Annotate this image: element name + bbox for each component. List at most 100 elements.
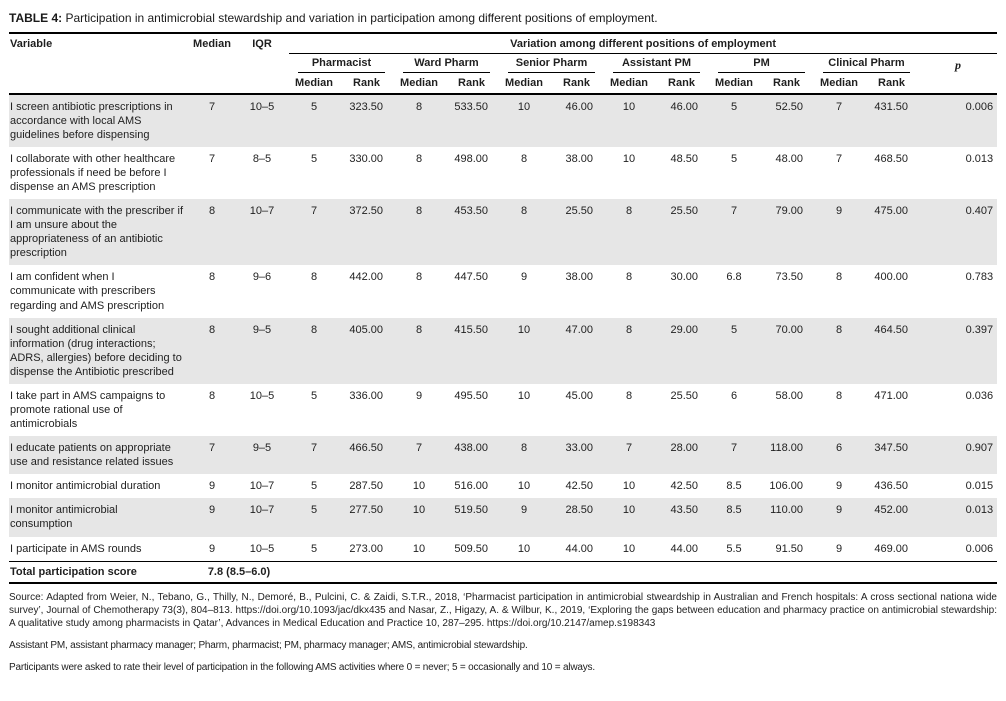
cell-median: 8 [835,271,843,284]
row-iqr: 10–7 [249,504,275,517]
cell-rank: 38.00 [565,152,593,165]
row-variable: I am confident when I communicate with p… [10,271,165,312]
cell-rank: 330.00 [349,152,383,165]
row-median: 7 [208,442,216,455]
cell-rank: 469.00 [874,542,908,555]
table-row: I am confident when I communicate with p… [9,265,997,317]
row-iqr: 9–6 [252,271,272,284]
row-iqr: 8–5 [252,152,272,165]
cell-rank: 48.00 [775,152,803,165]
cell-median: 6.8 [726,271,742,284]
cell-rank: 519.50 [454,504,488,517]
cell-median: 8 [520,152,528,165]
rating-scale-note: Participants were asked to rate their le… [9,662,595,674]
cell-rank: 33.00 [565,442,593,455]
cell-median: 7 [835,152,843,165]
cell-median: 8 [520,442,528,455]
cell-rank: 118.00 [770,442,803,455]
row-iqr: 9–5 [252,323,272,336]
sub-header-rank: Rank [444,72,499,95]
cell-median: 8 [520,205,528,218]
cell-median: 10 [622,504,636,517]
row-variable: I sought additional clinical information… [10,323,182,378]
cell-median: 5 [310,542,318,555]
row-median: 8 [208,323,216,336]
cell-rank: 44.00 [565,542,593,555]
group-header-ward-pharm: Ward Pharm [394,53,499,73]
cell-rank: 38.00 [565,271,593,284]
group-header-label: PM [718,57,805,73]
cell-rank: 431.50 [874,100,908,113]
cell-median: 10 [622,152,636,165]
table-footer: Total participation score 7.8 (8.5–6.0) [9,560,998,584]
row-variable: I communicate with the prescriber if I a… [10,205,184,260]
sub-header-median: Median [709,72,759,95]
sub-header-rank: Rank [759,72,814,95]
cell-rank: 468.50 [874,152,908,165]
row-iqr: 10–5 [249,542,275,555]
cell-median: 9 [835,542,843,555]
cell-median: 7 [415,442,423,455]
sub-header-rank: Rank [549,72,604,95]
cell-median: 8 [415,323,423,336]
table-header: Variable Median IQR Variation among diff… [9,33,998,95]
cell-median: 10 [412,480,426,493]
col-header-variation-span: Variation among different positions of e… [289,33,998,54]
cell-rank: 42.50 [670,480,698,493]
table-row: I educate patients on appropriate use an… [9,436,998,475]
row-median: 8 [208,389,216,402]
cell-rank: 533.50 [454,100,488,113]
cell-median: 8 [625,323,633,336]
row-median: 9 [208,542,216,555]
row-p: 0.907 [965,442,994,455]
row-variable: I participate in AMS rounds [10,542,142,555]
cell-rank: 400.00 [874,271,908,284]
cell-median: 6 [730,389,738,402]
group-header-label: Pharmacist [298,57,385,73]
cell-rank: 47.00 [565,323,593,336]
row-iqr: 9–5 [252,442,272,455]
row-p: 0.013 [965,504,994,517]
total-value: 7.8 (8.5–6.0) [189,560,289,584]
cell-median: 5 [310,152,318,165]
table-row: I monitor antimicrobial duration 9 10–7 5 28… [9,474,997,498]
cell-rank: 336.00 [349,389,383,402]
row-iqr: 10–5 [249,100,275,113]
sub-header-rank: Rank [864,72,919,95]
cell-rank: 509.50 [454,542,488,555]
cell-median: 8 [835,389,843,402]
row-variable: I screen antibiotic prescriptions in acc… [10,100,173,141]
table-row: I take part in AMS campaigns to promote … [9,384,997,436]
sub-header-median: Median [499,72,549,95]
row-p: 0.006 [965,100,994,113]
cell-rank: 30.00 [670,271,698,284]
table-row: I sought additional clinical information… [9,317,998,384]
group-header-senior-pharm: Senior Pharm [499,53,604,73]
cell-rank: 273.00 [349,542,383,555]
cell-median: 9 [520,271,528,284]
group-header-clinical-pharm: Clinical Pharm [814,53,919,73]
row-p: 0.397 [965,323,994,336]
row-variable: I take part in AMS campaigns to promote … [10,389,166,431]
row-p: 0.013 [965,152,994,165]
group-header-pharmacist: Pharmacist [289,53,394,73]
row-median: 7 [208,152,216,165]
cell-rank: 58.00 [775,389,803,402]
sub-header-rank: Rank [654,72,709,95]
table-row: I screen antibiotic prescriptions in acc… [9,93,998,147]
cell-rank: 110.00 [770,504,803,517]
cell-rank: 287.50 [349,480,383,493]
cell-rank: 516.00 [454,480,488,493]
table-row: I communicate with the prescriber if I a… [9,199,998,266]
cell-median: 8 [415,271,423,284]
total-empty-cell [289,560,998,584]
cell-median: 8 [415,100,423,113]
cell-median: 7 [835,100,843,113]
row-median: 8 [208,271,216,284]
total-row: Total participation score 7.8 (8.5–6.0) [9,560,998,584]
cell-rank: 91.50 [775,542,803,555]
cell-rank: 372.50 [349,205,383,218]
cell-median: 7 [730,442,738,455]
cell-rank: 46.00 [565,100,593,113]
